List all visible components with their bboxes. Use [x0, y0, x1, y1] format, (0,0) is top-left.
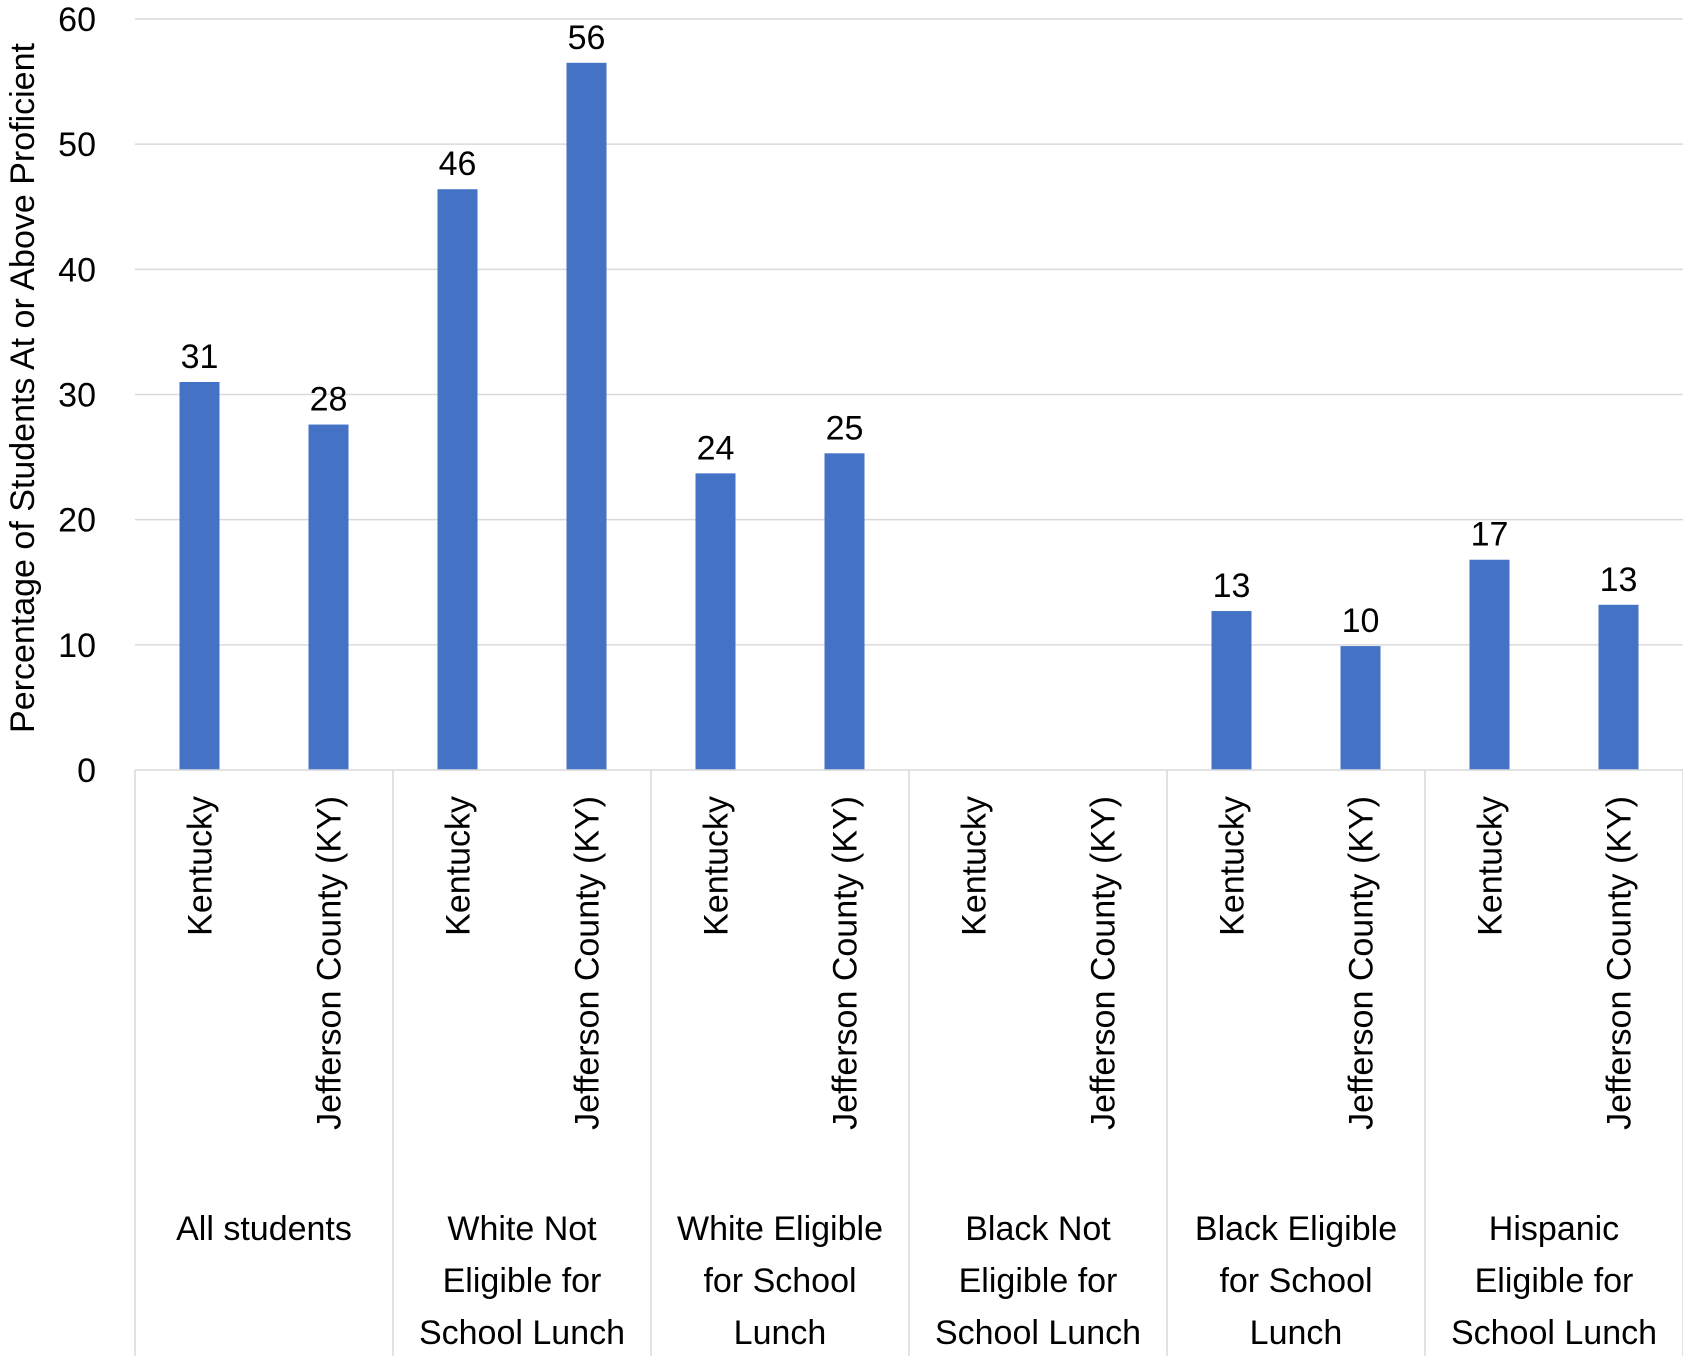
y-axis-ticks: 0 10 20 30 40 50 60 — [58, 1, 96, 790]
x-axis: Kentucky Jefferson County (KY) All student… — [134, 769, 1683, 1356]
bar — [1598, 604, 1639, 770]
x-tick-label: Kentucky — [182, 796, 220, 936]
data-label: 24 — [697, 429, 735, 467]
x-tick-label: Jefferson County (KY) — [827, 796, 865, 1130]
bars — [179, 62, 1639, 770]
y-tick-label: 20 — [58, 502, 96, 540]
y-tick-label: 40 — [58, 251, 96, 289]
x-tick-label: Kentucky — [698, 796, 736, 936]
group-label: for School — [703, 1262, 856, 1300]
y-tick-label: 0 — [77, 752, 96, 790]
gridlines — [135, 18, 1683, 646]
data-label: 13 — [1213, 567, 1251, 605]
group-label: Hispanic — [1489, 1210, 1619, 1248]
bar — [437, 189, 478, 770]
x-tick-label: Kentucky — [1472, 796, 1510, 936]
x-tick-label: Kentucky — [1214, 796, 1252, 936]
y-tick-label: 60 — [58, 1, 96, 39]
x-tick-label: Jefferson County (KY) — [311, 796, 349, 1130]
bar — [179, 381, 220, 770]
bar — [1469, 559, 1510, 770]
bar — [1211, 611, 1252, 770]
group-label: Black Not — [965, 1210, 1111, 1248]
group-label: School Lunch — [419, 1314, 625, 1352]
group-label: White Eligible — [677, 1210, 883, 1248]
data-label: 17 — [1471, 516, 1509, 554]
group-label: All students — [176, 1210, 352, 1248]
x-tick-label: Kentucky — [956, 796, 994, 936]
group-label: White Not — [447, 1210, 597, 1248]
data-labels: 31 28 46 56 24 25 13 10 17 13 — [181, 19, 1638, 640]
x-tick-label: Jefferson County (KY) — [1343, 796, 1381, 1130]
group-label: School Lunch — [935, 1314, 1141, 1352]
data-label: 56 — [568, 19, 606, 57]
y-tick-label: 50 — [58, 126, 96, 164]
group-label: Lunch — [1250, 1314, 1343, 1352]
bar — [695, 473, 736, 770]
y-tick-label: 30 — [58, 377, 96, 415]
data-label: 46 — [439, 145, 477, 183]
group-label: Eligible for — [1475, 1262, 1634, 1300]
data-label: 28 — [310, 381, 348, 419]
x-tick-label: Jefferson County (KY) — [1601, 796, 1639, 1130]
data-label: 10 — [1342, 602, 1380, 640]
bar — [824, 453, 865, 770]
data-label: 13 — [1600, 561, 1638, 599]
group-label: Eligible for — [959, 1262, 1118, 1300]
x-tick-label: Jefferson County (KY) — [1085, 796, 1123, 1130]
data-label: 31 — [181, 338, 219, 376]
y-axis-label: Percentage of Students At or Above Profi… — [4, 43, 42, 733]
data-label: 25 — [826, 409, 864, 447]
group-label: for School — [1219, 1262, 1372, 1300]
group-label: Black Eligible — [1195, 1210, 1397, 1248]
bar — [566, 62, 607, 770]
group-label: Eligible for — [443, 1262, 602, 1300]
x-tick-label: Jefferson County (KY) — [569, 796, 607, 1130]
y-tick-label: 10 — [58, 627, 96, 665]
group-label: Lunch — [734, 1314, 827, 1352]
group-label: School Lunch — [1451, 1314, 1657, 1352]
bar — [1340, 646, 1381, 770]
x-tick-label: Kentucky — [440, 796, 478, 936]
bar — [308, 424, 349, 770]
